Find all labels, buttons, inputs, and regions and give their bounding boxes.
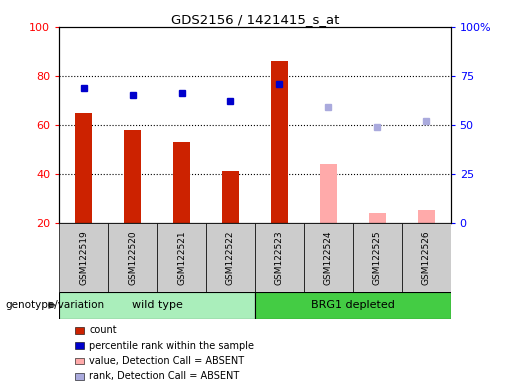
Bar — [124, 130, 141, 223]
Bar — [353, 223, 402, 292]
Text: GSM122526: GSM122526 — [422, 230, 431, 285]
Title: GDS2156 / 1421415_s_at: GDS2156 / 1421415_s_at — [171, 13, 339, 26]
Bar — [369, 213, 386, 223]
Text: GSM122523: GSM122523 — [275, 230, 284, 285]
Text: rank, Detection Call = ABSENT: rank, Detection Call = ABSENT — [89, 371, 239, 381]
Text: value, Detection Call = ABSENT: value, Detection Call = ABSENT — [89, 356, 244, 366]
Text: GSM122521: GSM122521 — [177, 230, 186, 285]
Bar — [255, 292, 451, 319]
Bar — [402, 223, 451, 292]
Text: count: count — [89, 325, 117, 335]
Text: GSM122522: GSM122522 — [226, 230, 235, 285]
Text: genotype/variation: genotype/variation — [5, 300, 104, 310]
Text: BRG1 depleted: BRG1 depleted — [311, 300, 394, 310]
Text: wild type: wild type — [132, 300, 182, 310]
Bar — [157, 223, 206, 292]
Bar — [173, 142, 190, 223]
Bar — [320, 164, 337, 223]
Bar — [222, 171, 239, 223]
Bar — [304, 223, 353, 292]
Bar — [255, 223, 304, 292]
Bar — [108, 223, 157, 292]
Bar — [75, 113, 92, 223]
Text: GSM122525: GSM122525 — [373, 230, 382, 285]
Text: percentile rank within the sample: percentile rank within the sample — [89, 341, 254, 351]
Bar — [206, 223, 255, 292]
Bar — [418, 210, 435, 223]
Text: GSM122524: GSM122524 — [324, 230, 333, 285]
Text: GSM122519: GSM122519 — [79, 230, 88, 285]
Bar — [59, 292, 255, 319]
Bar — [59, 223, 108, 292]
Text: GSM122520: GSM122520 — [128, 230, 137, 285]
Bar — [271, 61, 288, 223]
